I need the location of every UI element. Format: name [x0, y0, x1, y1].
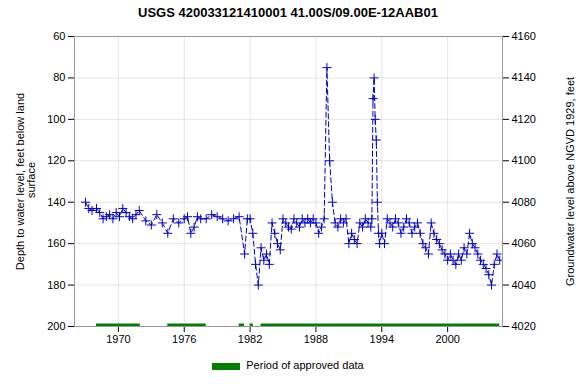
svg-text:80: 80 — [53, 71, 65, 83]
html-text:USGS 420033121410001 41.00S/09: USGS 420033121410001 41.00S/09.00E-12AAB… — [138, 5, 438, 20]
svg-text:4140: 4140 — [512, 71, 536, 83]
svg-text:1994: 1994 — [370, 333, 394, 345]
svg-text:4160: 4160 — [512, 30, 536, 42]
svg-text:1988: 1988 — [304, 333, 328, 345]
svg-text:160: 160 — [47, 237, 65, 249]
svg-text:4120: 4120 — [512, 113, 536, 125]
svg-text:140: 140 — [47, 196, 65, 208]
svg-text:4040: 4040 — [512, 279, 536, 291]
svg-text:2000: 2000 — [435, 333, 459, 345]
svg-text:4080: 4080 — [512, 196, 536, 208]
svg-text:4020: 4020 — [512, 320, 536, 332]
svg-text:Groundwater level above NGVD 1: Groundwater level above NGVD 1929, feet — [564, 77, 576, 286]
svg-text:4100: 4100 — [512, 154, 536, 166]
svg-text:4060: 4060 — [512, 237, 536, 249]
svg-text:Depth to water level, feet bel: Depth to water level, feet below land su… — [14, 93, 37, 270]
svg-text:200: 200 — [47, 320, 65, 332]
svg-text:1976: 1976 — [172, 333, 196, 345]
svg-text:100: 100 — [47, 113, 65, 125]
svg-text:60: 60 — [53, 30, 65, 42]
svg-text:1970: 1970 — [106, 333, 130, 345]
svg-text:120: 120 — [47, 154, 65, 166]
svg-text:180: 180 — [47, 279, 65, 291]
html-text:Period of approved data: Period of approved data — [246, 359, 364, 371]
svg-text:1982: 1982 — [238, 333, 262, 345]
